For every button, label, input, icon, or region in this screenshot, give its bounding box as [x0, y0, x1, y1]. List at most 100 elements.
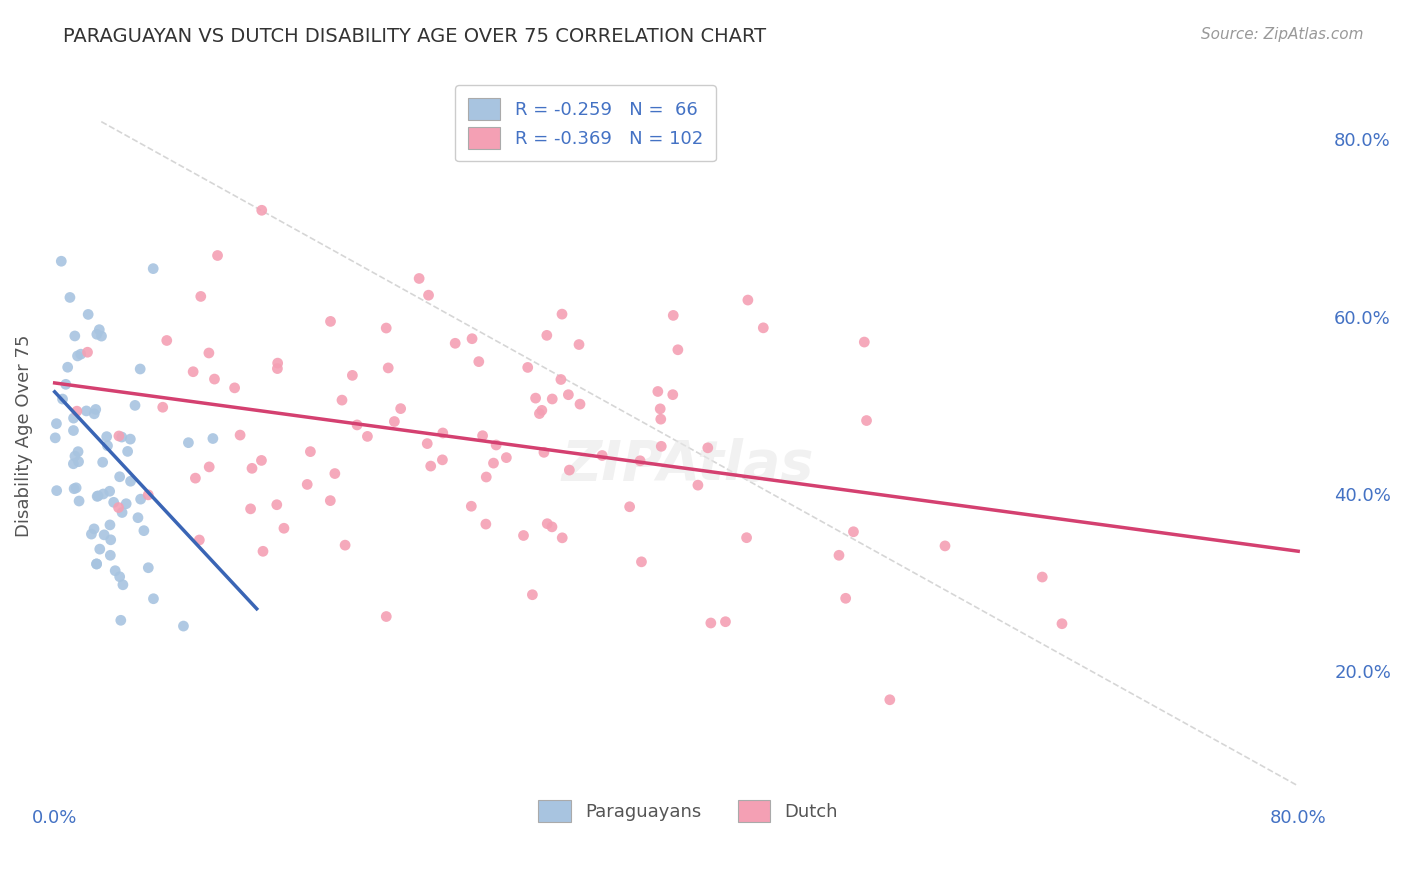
Point [568, 337, 591, 351]
Point [1050, 616, 1073, 631]
Text: PARAGUAYAN VS DUTCH DISABILITY AGE OVER 75 CORRELATION CHART: PARAGUAYAN VS DUTCH DISABILITY AGE OVER … [63, 27, 766, 45]
Point [63, 329, 86, 343]
Point [67, 494, 90, 508]
Point [700, 615, 723, 630]
Point [550, 372, 572, 386]
Point [129, 362, 152, 376]
Point [650, 401, 672, 416]
Point [80, 527, 103, 541]
Point [77, 307, 100, 321]
Point [419, 459, 441, 474]
Point [129, 492, 152, 507]
Point [619, 500, 641, 514]
Point [89, 542, 111, 557]
Point [224, 381, 246, 395]
Point [533, 445, 555, 459]
Point [188, 533, 211, 547]
Point [120, 474, 142, 488]
Point [250, 203, 273, 218]
Legend: Paraguayans, Dutch: Paraguayans, Dutch [526, 788, 851, 835]
Point [98, 517, 121, 532]
Point [541, 520, 564, 534]
Point [516, 360, 538, 375]
Point [127, 510, 149, 524]
Y-axis label: Disability Age Over 75: Disability Age Over 75 [15, 334, 32, 537]
Point [650, 412, 672, 426]
Point [482, 456, 505, 470]
Point [297, 477, 319, 491]
Point [382, 415, 405, 429]
Point [737, 293, 759, 307]
Point [418, 288, 440, 302]
Point [90, 329, 112, 343]
Point [666, 343, 689, 357]
Point [530, 403, 553, 417]
Point [460, 500, 482, 514]
Point [323, 467, 346, 481]
Point [86, 327, 108, 342]
Point [76, 345, 98, 359]
Point [541, 392, 564, 406]
Point [93, 528, 115, 542]
Point [96, 439, 118, 453]
Point [104, 564, 127, 578]
Point [266, 498, 288, 512]
Point [650, 439, 672, 453]
Point [142, 591, 165, 606]
Point [252, 544, 274, 558]
Point [495, 450, 517, 465]
Point [333, 538, 356, 552]
Point [66, 349, 89, 363]
Point [83, 522, 105, 536]
Point [273, 521, 295, 535]
Point [63, 482, 86, 496]
Point [117, 444, 139, 458]
Point [59, 290, 82, 304]
Point [110, 613, 132, 627]
Point [91, 455, 114, 469]
Point [86, 557, 108, 571]
Point [630, 555, 652, 569]
Point [524, 391, 547, 405]
Point [356, 429, 378, 443]
Point [108, 570, 131, 584]
Point [44, 431, 66, 445]
Point [124, 398, 146, 412]
Point [591, 449, 613, 463]
Point [190, 289, 212, 303]
Point [98, 484, 121, 499]
Point [319, 314, 342, 328]
Point [51, 392, 73, 406]
Point [468, 354, 491, 368]
Point [389, 401, 412, 416]
Point [551, 531, 574, 545]
Point [735, 531, 758, 545]
Point [156, 334, 179, 348]
Point [444, 336, 467, 351]
Point [471, 428, 494, 442]
Point [111, 506, 134, 520]
Point [83, 407, 105, 421]
Point [250, 453, 273, 467]
Point [207, 248, 229, 262]
Point [96, 430, 118, 444]
Point [239, 501, 262, 516]
Point [56, 360, 79, 375]
Point [475, 517, 498, 532]
Point [67, 444, 90, 458]
Point [522, 588, 544, 602]
Point [63, 449, 86, 463]
Point [569, 397, 592, 411]
Point [62, 411, 84, 425]
Point [172, 619, 194, 633]
Point [842, 524, 865, 539]
Point [536, 516, 558, 531]
Point [91, 487, 114, 501]
Point [86, 489, 108, 503]
Point [512, 528, 534, 542]
Point [108, 429, 131, 443]
Point [1031, 570, 1053, 584]
Point [87, 489, 110, 503]
Point [375, 321, 398, 335]
Point [834, 591, 856, 606]
